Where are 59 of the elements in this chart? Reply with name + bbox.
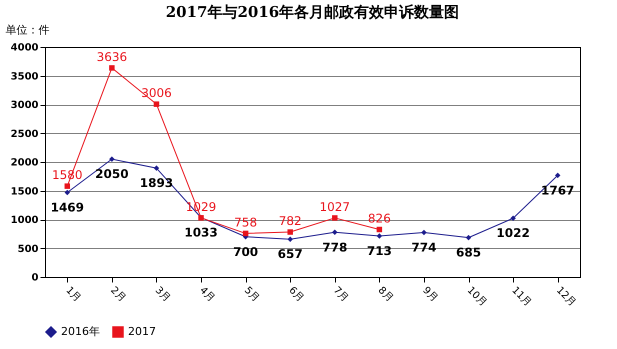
- y-tick-label: 1000: [10, 215, 39, 226]
- data-label: 713: [366, 244, 392, 258]
- x-tick-label: 8月: [376, 284, 395, 304]
- x-tick-label: 5月: [242, 284, 262, 304]
- x-tick-label: 7月: [331, 284, 350, 304]
- data-label: 685: [456, 246, 482, 260]
- x-tick-label: 3月: [152, 284, 172, 304]
- data-label: 1767: [541, 183, 574, 198]
- point: [376, 233, 382, 239]
- data-label: 3636: [96, 50, 128, 64]
- y-tick-label: 4000: [10, 42, 39, 54]
- legend-label: 2017: [128, 325, 156, 338]
- x-tick-label: 9月: [420, 284, 440, 304]
- data-label: 1027: [320, 200, 350, 214]
- x-tick-label: 6月: [286, 284, 306, 304]
- point: [554, 172, 560, 178]
- x-tick-label: 10月: [464, 284, 489, 309]
- x-tick-label: 11月: [509, 284, 534, 309]
- point: [154, 165, 160, 171]
- data-label: 1469: [50, 200, 84, 215]
- data-label: 778: [322, 240, 348, 254]
- y-tick-label: 3500: [10, 71, 39, 82]
- y-tick-label: 1500: [10, 186, 39, 198]
- data-label: 1022: [496, 226, 530, 240]
- x-tick-label: 12月: [554, 284, 578, 309]
- data-label: 782: [278, 214, 302, 228]
- point: [287, 236, 293, 242]
- data-label: 3006: [141, 86, 172, 100]
- chart-title: 2017年与2016年各月邮政有效申诉数量图: [166, 3, 460, 21]
- y-tick-label: 2500: [10, 128, 39, 140]
- y-tick-label: 3000: [10, 100, 39, 111]
- legend-label: 2016年: [61, 325, 100, 338]
- x-tick-label: 1月: [64, 284, 83, 304]
- data-label: 758: [234, 215, 258, 230]
- point: [242, 230, 248, 236]
- point: [287, 229, 293, 235]
- y-tick-label: 0: [32, 272, 39, 284]
- data-label: 700: [233, 244, 258, 259]
- x-tick-label: 2月: [108, 284, 128, 304]
- y-tick-label: 2000: [10, 158, 39, 168]
- point: [64, 183, 70, 189]
- point: [109, 65, 115, 71]
- point: [510, 215, 516, 221]
- point: [332, 230, 338, 236]
- point: [376, 226, 382, 232]
- point: [64, 190, 70, 196]
- data-label: 826: [368, 212, 391, 226]
- y-tick-label: 500: [18, 244, 39, 255]
- data-label: 657: [278, 247, 303, 262]
- data-label: 2050: [95, 167, 129, 182]
- y-axis-title: 单位：件: [6, 24, 50, 36]
- point: [109, 156, 115, 162]
- point: [466, 234, 472, 240]
- point: [154, 101, 160, 107]
- data-label: 774: [411, 240, 436, 254]
- data-label: 1033: [184, 226, 218, 240]
- x-tick-label: 4月: [197, 284, 217, 304]
- point: [332, 215, 338, 221]
- point: [421, 230, 427, 236]
